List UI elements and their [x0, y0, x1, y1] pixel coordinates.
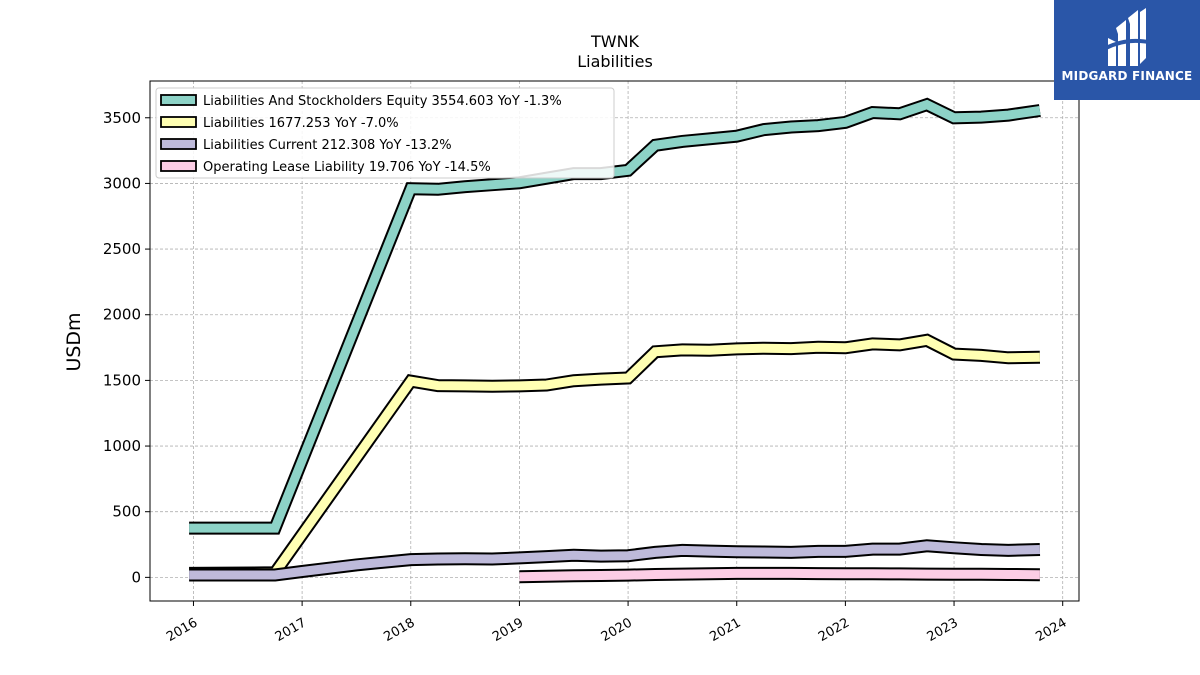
y-tick-label: 2000 [103, 306, 141, 324]
series-line [189, 335, 1040, 578]
series-lines [189, 97, 1041, 584]
legend-swatch [160, 160, 197, 172]
x-tick-label: 2017 [273, 615, 309, 645]
x-tick-label: 2023 [925, 615, 961, 645]
legend-box [155, 87, 615, 179]
y-tick-label: 0 [131, 568, 141, 586]
series-line [189, 99, 1041, 533]
x-tick-label: 2016 [164, 615, 200, 645]
legend-swatch [160, 94, 197, 106]
y-tick-label: 500 [112, 503, 141, 521]
chart-title: TWNK [590, 32, 640, 51]
chart-subtitle: Liabilities [577, 52, 653, 71]
y-tick-label: 3000 [103, 174, 141, 192]
legend-swatch [160, 138, 197, 150]
logo-text: MIDGARD FINANCE [1061, 69, 1193, 83]
legend-entry: Operating Lease Liability 19.706 YoY -14… [203, 160, 491, 175]
legend-entry: Liabilities And Stockholders Equity 3554… [203, 94, 562, 109]
x-tick-label: 2020 [599, 615, 635, 645]
series-line [189, 541, 1041, 580]
legend-swatch [160, 116, 197, 128]
x-tick-label: 2021 [707, 615, 743, 645]
legend: Liabilities And Stockholders Equity 3554… [155, 87, 615, 179]
series-line [519, 568, 1040, 582]
y-tick-label: 1000 [103, 437, 141, 455]
x-tick-label: 2019 [490, 615, 526, 645]
y-tick-label: 1500 [103, 371, 141, 389]
y-tick-label: 2500 [103, 240, 141, 258]
x-tick-label: 2024 [1033, 615, 1069, 645]
midgard-logo-icon [1105, 8, 1149, 66]
y-axis-label: USDm [63, 312, 85, 371]
legend-entry: Liabilities 1677.253 YoY -7.0% [203, 116, 399, 131]
plot-area [149, 80, 1080, 602]
x-tick-label: 2018 [381, 615, 417, 645]
midgard-finance-logo: MIDGARD FINANCE [1054, 0, 1200, 100]
x-tick-label: 2022 [816, 615, 852, 645]
legend-entry: Liabilities Current 212.308 YoY -13.2% [203, 138, 452, 153]
y-tick-label: 3500 [103, 109, 141, 127]
